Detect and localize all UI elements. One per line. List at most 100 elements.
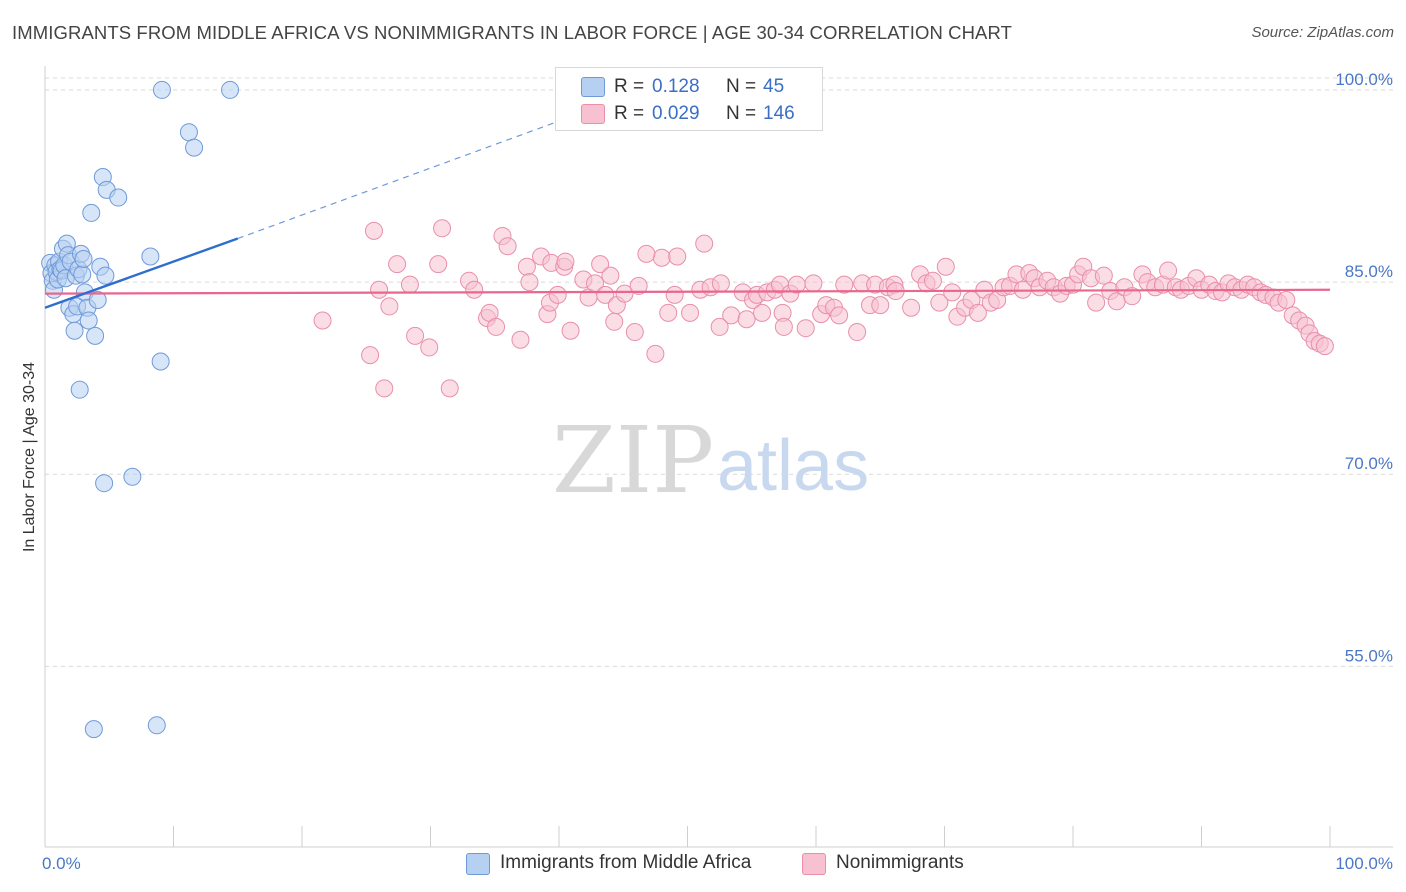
point-nonimmigrant (1159, 261, 1178, 280)
x-tick-label: 100.0% (1335, 854, 1393, 873)
point-nonimmigrant (902, 298, 921, 317)
point-nonimmigrant (561, 321, 580, 340)
point-immigrant (74, 250, 93, 269)
point-nonimmigrant (923, 271, 942, 290)
point-nonimmigrant (652, 248, 671, 267)
y-axis-title: In Labor Force | Age 30-34 (21, 362, 38, 552)
point-immigrant (221, 80, 240, 99)
legend-r-value: 0.128 (652, 76, 700, 97)
point-nonimmigrant (681, 303, 700, 322)
point-nonimmigrant (1087, 293, 1106, 312)
point-immigrant (70, 380, 89, 399)
point-nonimmigrant (375, 379, 394, 398)
x-tick-labels: 0.0% 100.0% (42, 854, 1393, 873)
point-nonimmigrant (601, 266, 620, 285)
y-tick-label: 100.0% (1335, 70, 1393, 89)
series-immigrants-middle-africa (41, 80, 240, 739)
point-nonimmigrant (1315, 337, 1334, 356)
point-nonimmigrant (1094, 266, 1113, 285)
point-nonimmigrant (520, 273, 539, 292)
series-nonimmigrants (313, 219, 1334, 398)
point-nonimmigrant (498, 237, 517, 256)
point-nonimmigrant (668, 247, 687, 266)
point-nonimmigrant (629, 276, 648, 295)
legend-swatch-blue (581, 77, 605, 97)
point-immigrant (152, 80, 171, 99)
legend-r-label: R = (614, 103, 645, 124)
point-nonimmigrant (737, 310, 756, 329)
point-nonimmigrant (930, 293, 949, 312)
point-nonimmigrant (511, 330, 530, 349)
trend-line-immigrants (44, 237, 239, 309)
legend-row-pink: R = 0.029 N = 146 (556, 101, 822, 127)
point-nonimmigrant (1123, 287, 1142, 306)
point-nonimmigrant (968, 303, 987, 322)
point-nonimmigrant (1277, 291, 1296, 310)
watermark-zip: ZIP (552, 407, 714, 514)
legend-label: Nonimmigrants (836, 852, 964, 873)
legend-swatch-blue (466, 853, 490, 875)
point-nonimmigrant (420, 338, 439, 357)
point-nonimmigrant (753, 303, 772, 322)
legend-row-blue: R = 0.128 N = 45 (556, 74, 822, 100)
point-nonimmigrant (637, 244, 656, 263)
point-nonimmigrant (615, 284, 634, 303)
legend-swatch-pink (581, 104, 605, 124)
point-nonimmigrant (804, 274, 823, 293)
trend-line-immigrants-extension (237, 111, 585, 240)
point-nonimmigrant (465, 280, 484, 299)
source-label: Source: ZipAtlas.com (1251, 24, 1394, 41)
point-nonimmigrant (646, 344, 665, 363)
point-immigrant (147, 716, 166, 735)
point-nonimmigrant (433, 219, 452, 238)
point-nonimmigrant (370, 280, 389, 299)
y-tick-label: 85.0% (1345, 262, 1393, 281)
correlation-legend: R = 0.128 N = 45 R = 0.029 N = 146 (555, 67, 823, 131)
point-immigrant (109, 188, 128, 207)
point-nonimmigrant (659, 303, 678, 322)
point-nonimmigrant (605, 312, 624, 331)
point-nonimmigrant (695, 234, 714, 253)
y-tick-label: 55.0% (1345, 646, 1393, 665)
point-immigrant (95, 474, 114, 493)
point-nonimmigrant (936, 257, 955, 276)
legend-n-value: 45 (763, 76, 785, 97)
point-nonimmigrant (835, 275, 854, 294)
point-nonimmigrant (625, 323, 644, 342)
point-immigrant (179, 123, 198, 142)
legend-n-label: N = (726, 103, 757, 124)
axes (44, 66, 1393, 848)
point-immigrant (185, 138, 204, 157)
point-nonimmigrant (487, 317, 506, 336)
point-nonimmigrant (556, 252, 575, 271)
point-nonimmigrant (440, 379, 459, 398)
point-nonimmigrant (364, 221, 383, 240)
y-tick-label: 70.0% (1345, 454, 1393, 473)
point-immigrant (96, 266, 115, 285)
point-immigrant (141, 247, 160, 266)
trend-line-nonimmigrants (44, 288, 1331, 295)
point-immigrant (88, 291, 107, 310)
point-nonimmigrant (774, 317, 793, 336)
point-immigrant (84, 720, 103, 739)
point-nonimmigrant (665, 285, 684, 304)
point-nonimmigrant (380, 297, 399, 316)
point-nonimmigrant (548, 285, 567, 304)
legend-r-value: 0.029 (652, 103, 700, 124)
point-nonimmigrant (848, 323, 867, 342)
watermark-atlas: atlas (717, 426, 869, 506)
point-nonimmigrant (429, 255, 448, 274)
point-nonimmigrant (388, 255, 407, 274)
legend-swatch-pink (802, 853, 826, 875)
point-nonimmigrant (796, 319, 815, 338)
legend-n-label: N = (726, 76, 757, 97)
trend-lines (44, 111, 1331, 309)
point-immigrant (79, 311, 98, 330)
point-immigrant (73, 265, 92, 284)
x-tick-label: 0.0% (42, 854, 81, 873)
point-nonimmigrant (830, 306, 849, 325)
point-nonimmigrant (710, 317, 729, 336)
point-nonimmigrant (517, 257, 536, 276)
y-tick-labels: 55.0% 70.0% 85.0% 100.0% (1335, 70, 1393, 665)
